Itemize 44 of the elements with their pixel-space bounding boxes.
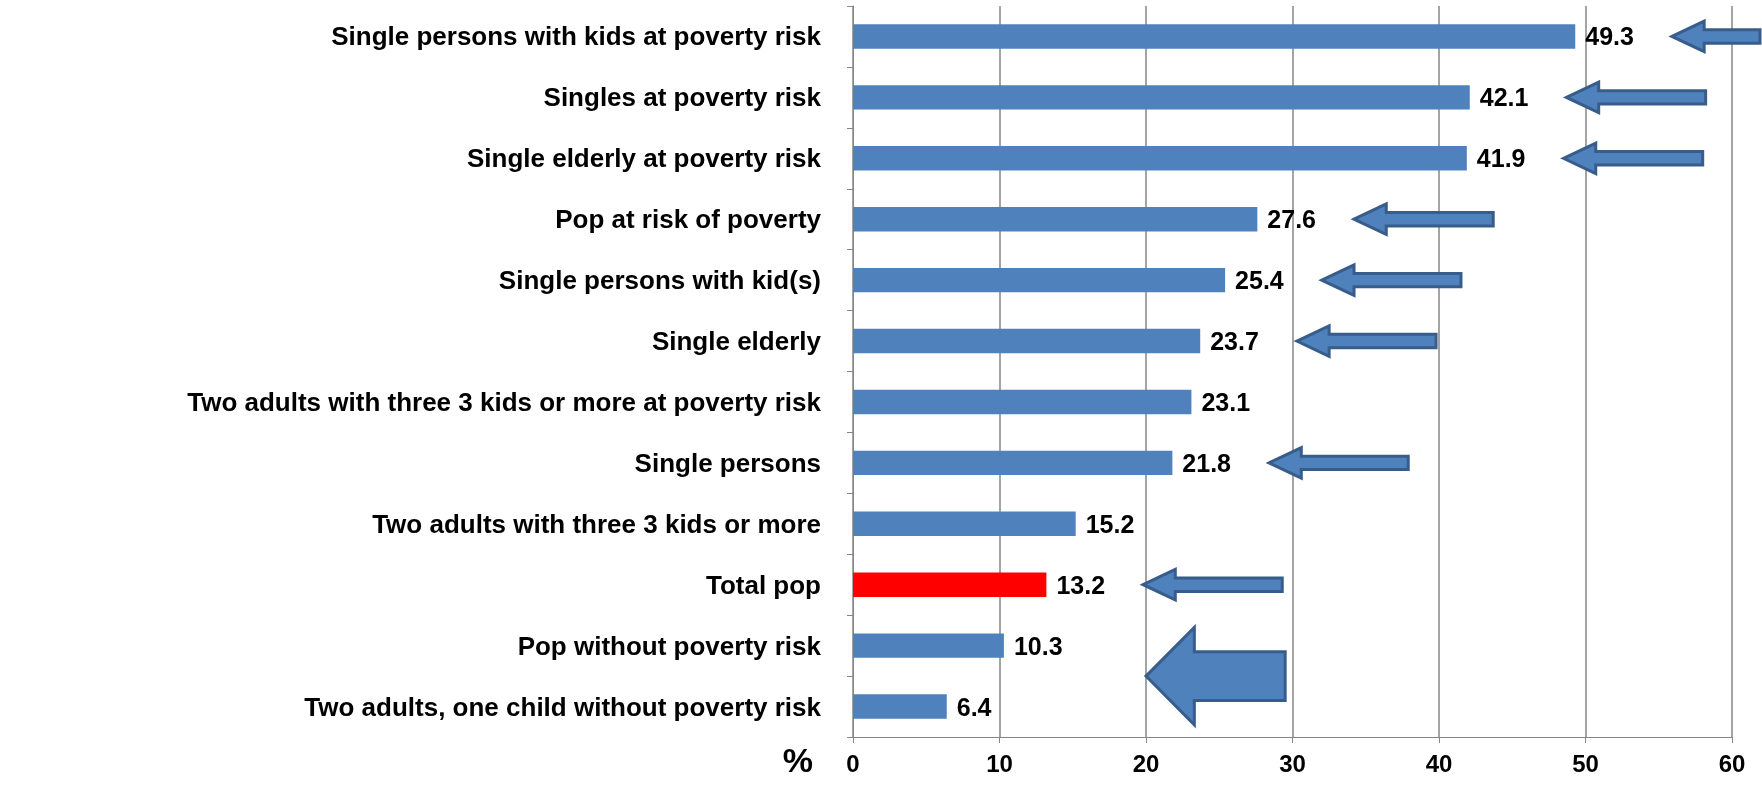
x-tick-label: 40 <box>1425 749 1453 777</box>
bar <box>853 207 1258 232</box>
data-label: 25.4 <box>1235 266 1284 295</box>
data-label: 23.7 <box>1210 327 1259 356</box>
bar <box>853 146 1467 171</box>
x-axis-title: % <box>782 741 813 779</box>
y-tick-label: Two adults with three 3 kids or more <box>372 508 821 539</box>
data-label: 10.3 <box>1013 631 1063 660</box>
y-tick-label: Singles at poverty risk <box>543 82 822 113</box>
bar <box>853 85 1470 110</box>
x-tick-label: 10 <box>986 749 1013 777</box>
bar <box>853 267 1226 293</box>
y-tick-label: Two adults, one child without poverty risk <box>304 691 822 722</box>
data-label: 23.1 <box>1201 387 1251 416</box>
bar <box>853 633 1004 658</box>
data-label: 41.9 <box>1476 144 1526 173</box>
data-label: 49.3 <box>1585 22 1634 51</box>
x-tick-label: 30 <box>1279 749 1306 777</box>
bar <box>853 389 1192 415</box>
y-tick-label: Pop at risk of poverty <box>555 204 822 235</box>
data-label: 6.4 <box>956 692 992 721</box>
bar <box>853 328 1201 354</box>
data-label: 13.2 <box>1056 570 1106 599</box>
y-tick-label: Pop without poverty risk <box>517 630 822 661</box>
bar <box>853 572 1047 597</box>
y-tick-label: Single elderly at poverty risk <box>466 143 822 174</box>
y-tick-label: Single persons with kids at poverty risk <box>331 21 822 52</box>
x-tick-label: 50 <box>1572 749 1599 777</box>
y-tick-label: Two adults with three 3 kids or more at poverty risk <box>187 386 822 417</box>
x-tick-label: 20 <box>1132 749 1160 777</box>
data-label: 27.6 <box>1267 205 1317 234</box>
y-tick-label: Single elderly <box>651 326 822 357</box>
y-tick-label: Single persons with kid(s) <box>498 265 821 296</box>
x-tick-label: 0 <box>846 749 860 777</box>
bar <box>853 24 1576 49</box>
y-tick-label: Single persons <box>634 447 821 478</box>
bar <box>853 450 1173 476</box>
data-label: 42.1 <box>1479 83 1529 112</box>
data-label: 15.2 <box>1085 509 1135 538</box>
data-label: 21.8 <box>1182 448 1232 477</box>
y-tick-label: Total pop <box>705 569 821 600</box>
x-tick-label: 60 <box>1718 749 1746 777</box>
bar <box>853 694 947 719</box>
bar <box>853 511 1076 536</box>
